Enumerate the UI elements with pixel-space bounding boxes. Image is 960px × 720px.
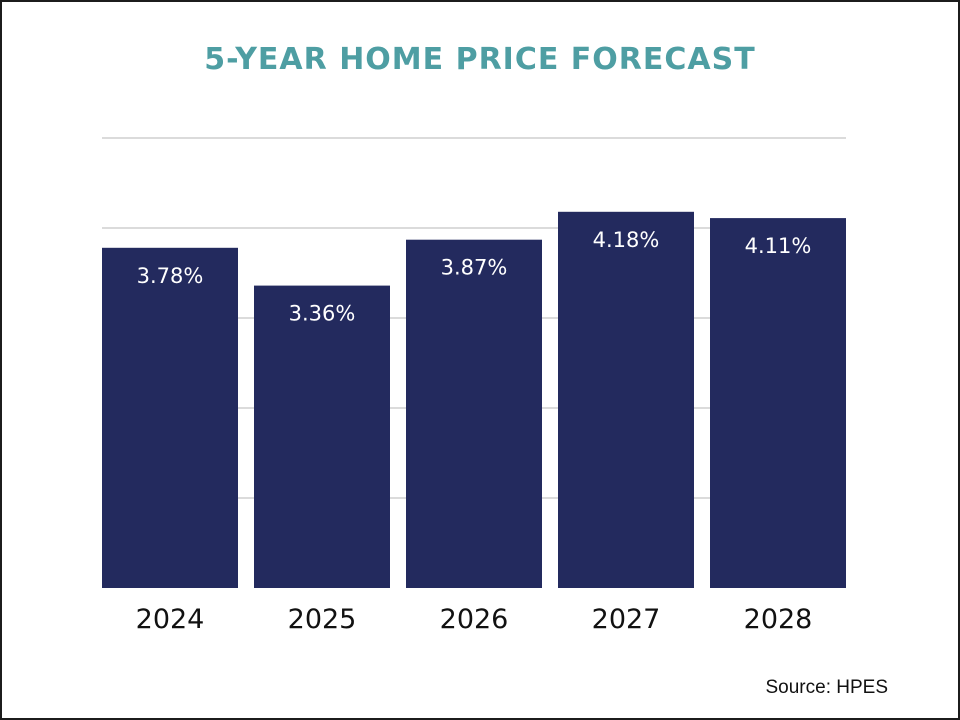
bar-2025 <box>254 285 390 588</box>
x-tick-2024: 2024 <box>136 604 205 635</box>
data-label-2024: 3.78% <box>137 264 204 288</box>
x-tick-2026: 2026 <box>440 604 509 635</box>
chart-title: 5-YEAR HOME PRICE FORECAST <box>204 42 756 77</box>
bar-2026 <box>406 239 542 588</box>
data-labels: 3.78% 3.36% 3.87% 4.18% 4.11% <box>137 228 812 326</box>
x-tick-2027: 2027 <box>592 604 661 635</box>
bar-2027 <box>558 211 694 589</box>
x-tick-2028: 2028 <box>744 604 813 635</box>
data-label-2025: 3.36% <box>289 302 356 326</box>
bar-2028 <box>710 218 846 588</box>
bar-2024 <box>102 247 238 589</box>
x-tick-labels: 2024 2025 2026 2027 2028 <box>136 604 813 635</box>
source-note: Source: HPES <box>765 677 889 698</box>
data-label-2028: 4.11% <box>745 234 812 258</box>
bars <box>102 211 846 589</box>
data-label-2027: 4.18% <box>593 228 660 252</box>
x-tick-2025: 2025 <box>288 604 357 635</box>
data-label-2026: 3.87% <box>441 256 508 280</box>
